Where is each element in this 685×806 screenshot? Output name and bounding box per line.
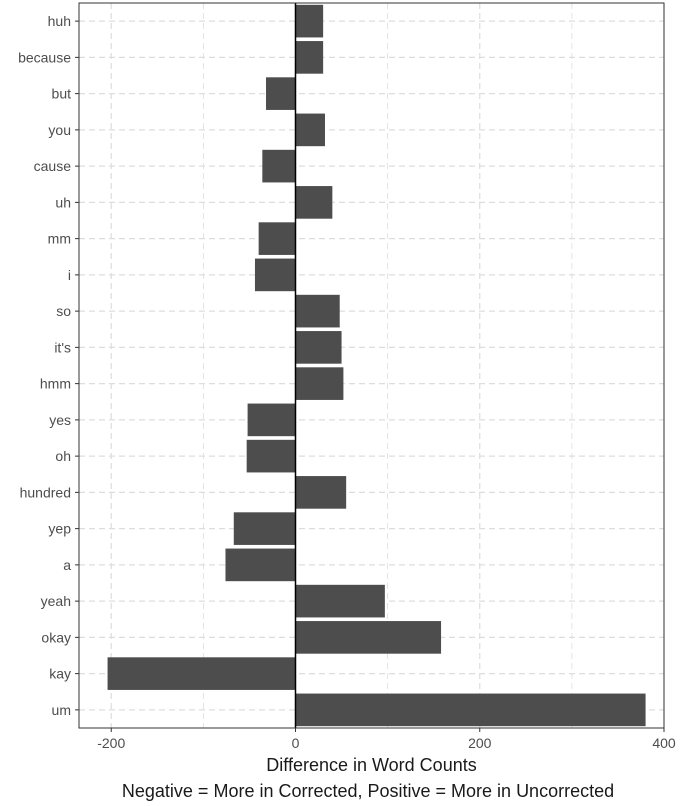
bar-i bbox=[254, 258, 296, 292]
plot-panel bbox=[78, 2, 665, 729]
bar-hundred bbox=[295, 476, 347, 509]
y-tick-label: hmm bbox=[40, 376, 71, 392]
bar-um bbox=[295, 693, 646, 727]
bar-cause bbox=[262, 149, 296, 183]
bar-yes bbox=[247, 403, 296, 437]
y-tick-label: it's bbox=[54, 339, 71, 355]
bar-hmm bbox=[295, 367, 344, 400]
y-tick-label: mm bbox=[48, 231, 71, 247]
x-tick-label: 0 bbox=[292, 735, 300, 751]
x-tick-label: 200 bbox=[468, 735, 492, 751]
y-tick-label: i bbox=[68, 267, 71, 283]
x-axis-subtitle: Negative = More in Corrected, Positive =… bbox=[122, 781, 614, 801]
bar-kay bbox=[107, 657, 296, 690]
bar-a bbox=[225, 548, 296, 582]
bar-because bbox=[295, 41, 324, 74]
y-tick-label: oh bbox=[55, 448, 71, 464]
bar-but bbox=[266, 77, 296, 110]
bar-yep bbox=[233, 512, 296, 545]
y-tick-label: but bbox=[52, 86, 72, 102]
x-axis-title: Difference in Word Counts bbox=[266, 755, 476, 775]
y-tick-label: hundred bbox=[20, 484, 71, 500]
x-tick-label: -200 bbox=[97, 735, 125, 751]
bar-oh bbox=[246, 439, 296, 473]
bar-huh bbox=[295, 4, 324, 38]
x-tick-labels: -200 0 200 400 bbox=[97, 728, 676, 751]
y-tick-label: uh bbox=[55, 194, 71, 210]
bar-okay bbox=[295, 621, 442, 654]
bar-its bbox=[295, 331, 342, 364]
bars bbox=[107, 4, 646, 727]
y-tick-label: um bbox=[52, 702, 71, 718]
bar-you bbox=[295, 113, 325, 147]
y-tick-label: huh bbox=[48, 13, 71, 29]
bar-yeah bbox=[295, 584, 385, 618]
y-tick-label: yes bbox=[49, 412, 71, 428]
y-tick-label: kay bbox=[49, 666, 71, 682]
y-tick-label: cause bbox=[34, 158, 72, 174]
y-tick-label: because bbox=[18, 49, 71, 65]
y-tick-label: yep bbox=[48, 521, 71, 537]
y-tick-label: okay bbox=[41, 629, 71, 645]
y-tick-label: so bbox=[56, 303, 71, 319]
bar-mm bbox=[258, 222, 296, 255]
y-tick-labels: huh because but you cause uh mm i so it's hmm yes oh… bbox=[18, 13, 79, 718]
y-tick-label: yeah bbox=[41, 593, 71, 609]
plot-panel-border bbox=[78, 2, 665, 729]
bar-so bbox=[295, 294, 340, 328]
bar-uh bbox=[295, 186, 333, 219]
x-tick-label: 400 bbox=[652, 735, 676, 751]
y-tick-label: a bbox=[63, 557, 71, 573]
y-tick-label: you bbox=[48, 122, 71, 138]
